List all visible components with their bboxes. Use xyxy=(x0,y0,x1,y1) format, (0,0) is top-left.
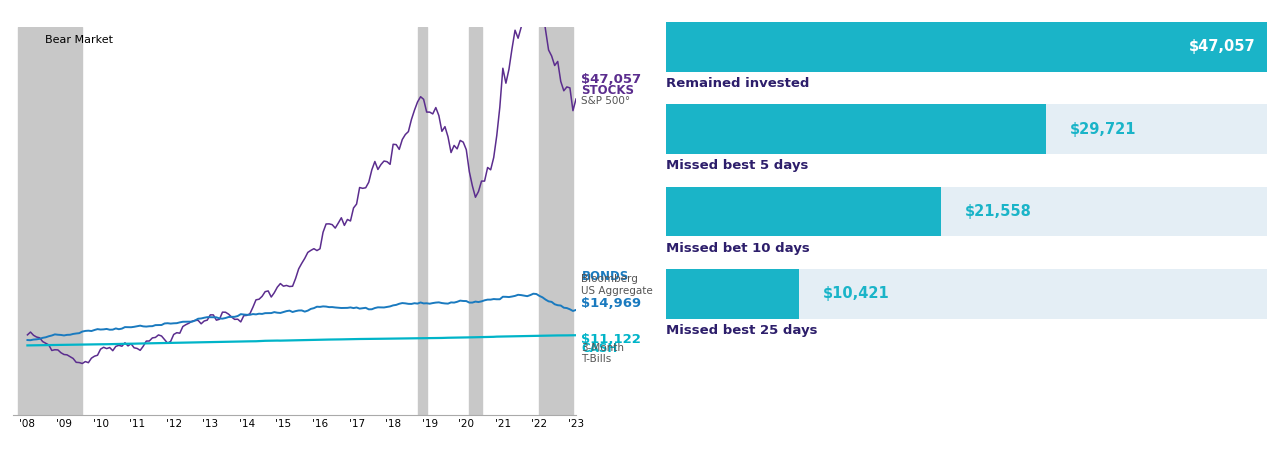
Text: BONDS: BONDS xyxy=(581,270,628,283)
Bar xyxy=(666,187,941,236)
Text: S&P 500°: S&P 500° xyxy=(581,96,631,106)
Bar xyxy=(666,269,799,318)
Text: Missed bet 10 days: Missed bet 10 days xyxy=(666,242,809,254)
Text: STOCKS: STOCKS xyxy=(581,84,635,97)
Text: $29,721: $29,721 xyxy=(1070,122,1137,137)
Text: $47,057: $47,057 xyxy=(1189,39,1256,55)
Text: $11,122: $11,122 xyxy=(581,333,641,346)
Bar xyxy=(539,27,573,415)
Bar xyxy=(666,187,1267,236)
Text: 3-Month
T-Bills: 3-Month T-Bills xyxy=(581,343,625,364)
Bar xyxy=(666,269,1267,318)
Bar xyxy=(666,104,1267,154)
Text: Missed best 25 days: Missed best 25 days xyxy=(666,324,817,337)
Bar xyxy=(470,27,481,415)
Bar xyxy=(666,22,1267,72)
Bar xyxy=(666,22,1267,72)
Text: Remained invested: Remained invested xyxy=(666,77,809,90)
Text: Missed best 5 days: Missed best 5 days xyxy=(666,159,808,172)
Bar xyxy=(666,104,1046,154)
Bar xyxy=(417,27,426,415)
Text: $47,057: $47,057 xyxy=(581,73,641,86)
Bar xyxy=(18,27,82,415)
Legend: Bear Market: Bear Market xyxy=(18,32,114,46)
Text: $10,421: $10,421 xyxy=(823,286,890,301)
Text: $21,558: $21,558 xyxy=(965,204,1032,219)
Text: Bloomberg
US Aggregate: Bloomberg US Aggregate xyxy=(581,274,653,295)
Text: $14,969: $14,969 xyxy=(581,297,641,310)
Text: CASH: CASH xyxy=(581,342,618,355)
